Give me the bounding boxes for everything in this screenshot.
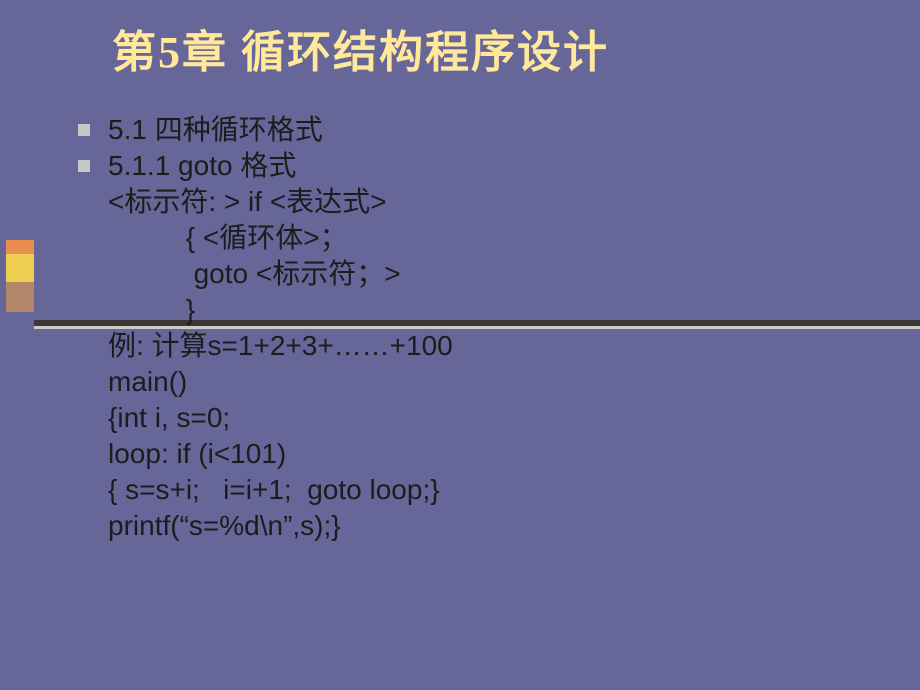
body-line: <标示符: > if <表达式> <box>108 184 453 220</box>
body-line: loop: if (i<101) <box>108 436 453 472</box>
left-accent-block <box>6 240 34 320</box>
body-line: 5.1.1 goto 格式 <box>108 148 453 184</box>
accent-stripe-brown <box>6 282 34 312</box>
accent-stripe-orange <box>6 240 34 254</box>
body-line: 5.1 四种循环格式 <box>108 112 453 148</box>
body-line: 例: 计算s=1+2+3+……+100 <box>108 328 453 364</box>
accent-stripe-yellow <box>6 254 34 282</box>
body-line: printf(“s=%d\n”,s);} <box>108 508 453 544</box>
slide: 第5章 循环结构程序设计 5.1 四种循环格式 5.1.1 goto 格式 <标… <box>0 0 920 690</box>
bullet-icon <box>78 124 90 136</box>
slide-body: 5.1 四种循环格式 5.1.1 goto 格式 <标示符: > if <表达式… <box>108 112 453 544</box>
body-line: goto <标示符；> <box>108 256 453 292</box>
body-line: {int i, s=0; <box>108 400 453 436</box>
body-line: { <循环体>； <box>108 220 453 256</box>
body-line: { s=s+i; i=i+1; goto loop;} <box>108 472 453 508</box>
bullet-icon <box>78 160 90 172</box>
body-line: } <box>108 292 453 328</box>
body-line: main() <box>108 364 453 400</box>
slide-title: 第5章 循环结构程序设计 <box>112 16 609 80</box>
